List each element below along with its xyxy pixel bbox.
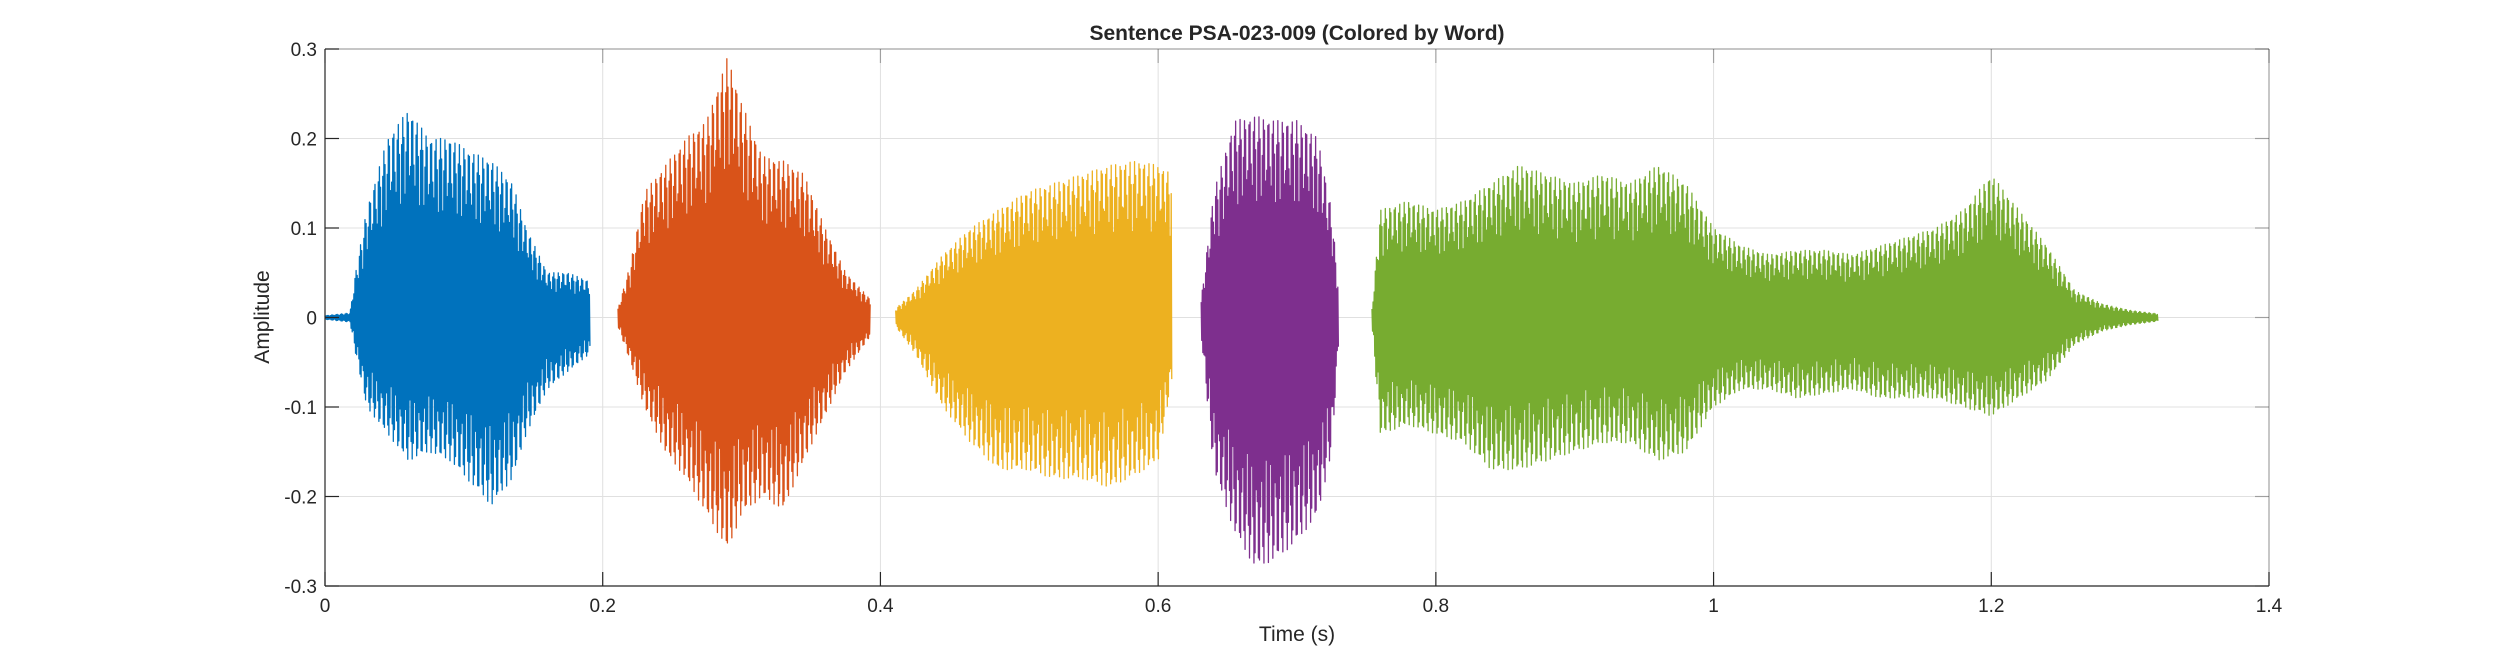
y-tick-label-3: 0 — [306, 309, 317, 330]
x-tick-label-1: 0.2 — [590, 596, 616, 617]
y-tick-label-5: -0.2 — [284, 488, 317, 509]
x-tick-label-4: 0.8 — [1423, 596, 1449, 617]
waveform-series-group — [324, 58, 2159, 564]
waveform-series-1-segment-0 — [617, 58, 871, 544]
x-tick-label-0: 0 — [320, 596, 331, 617]
y-tick-label-4: -0.1 — [284, 398, 317, 419]
x-tick-label-7: 1.4 — [2256, 596, 2283, 617]
waveform-series-4-segment-0 — [1371, 165, 2159, 471]
x-tick-label-6: 1.2 — [1978, 596, 2004, 617]
y-tick-label-0: 0.3 — [291, 40, 317, 61]
y-tick-label-2: 0.1 — [291, 219, 317, 240]
x-tick-label-5: 1 — [1708, 596, 1719, 617]
ticks: 0 0.2 0.4 0.6 0.8 1 1.2 1.4 0.3 0.2 0.1 0 -0.1 -0.2 -0… — [284, 40, 2282, 617]
x-axis-label: Time (s) — [1259, 623, 1335, 646]
y-tick-label-6: -0.3 — [284, 577, 317, 598]
y-tick-label-1: 0.2 — [291, 130, 317, 151]
y-axis-label: Amplitude — [251, 270, 274, 363]
waveform-series-2-segment-0 — [895, 160, 1173, 487]
x-tick-label-2: 0.4 — [867, 596, 894, 617]
chart-title: Sentence PSA-023-009 (Colored by Word) — [1089, 22, 1504, 45]
waveform-series-3-segment-0 — [1200, 116, 1340, 564]
waveform-series-0-segment-0 — [324, 112, 591, 505]
x-tick-label-3: 0.6 — [1145, 596, 1171, 617]
